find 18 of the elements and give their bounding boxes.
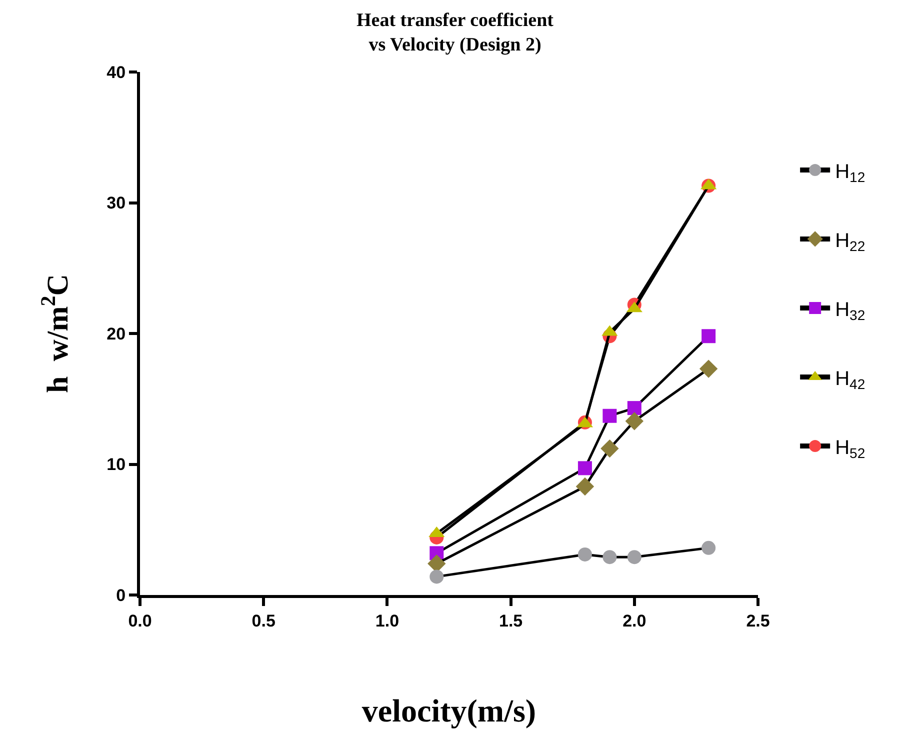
chart-title: Heat transfer coefficient vs Velocity (Design 2): [356, 10, 554, 56]
legend-label: H$_{12}$: [835, 160, 866, 185]
y-tick-label: 0: [116, 586, 126, 605]
x-tick-label: 2.5: [746, 611, 770, 630]
legend-label: H$_{42}$: [835, 368, 866, 392]
x-tick-label: 0.5: [252, 611, 276, 630]
x-axis-title: velocity(m/s): [362, 692, 536, 728]
x-tick-label: 1.5: [498, 611, 523, 630]
x-tick-label: 0.0: [128, 611, 152, 630]
y-tick-label: 30: [106, 194, 126, 213]
y-tick-label: 10: [106, 455, 126, 474]
legend-label: H$_{32}$: [835, 298, 866, 323]
x-tick-label: 2.0: [622, 611, 646, 630]
legend-label: H$_{22}$: [835, 230, 866, 254]
legend-label: H$_{52}$: [835, 436, 866, 461]
y-tick-label: 20: [106, 324, 126, 344]
x-tick-label: 1.0: [375, 611, 400, 630]
y-tick-label: 40: [106, 62, 126, 82]
